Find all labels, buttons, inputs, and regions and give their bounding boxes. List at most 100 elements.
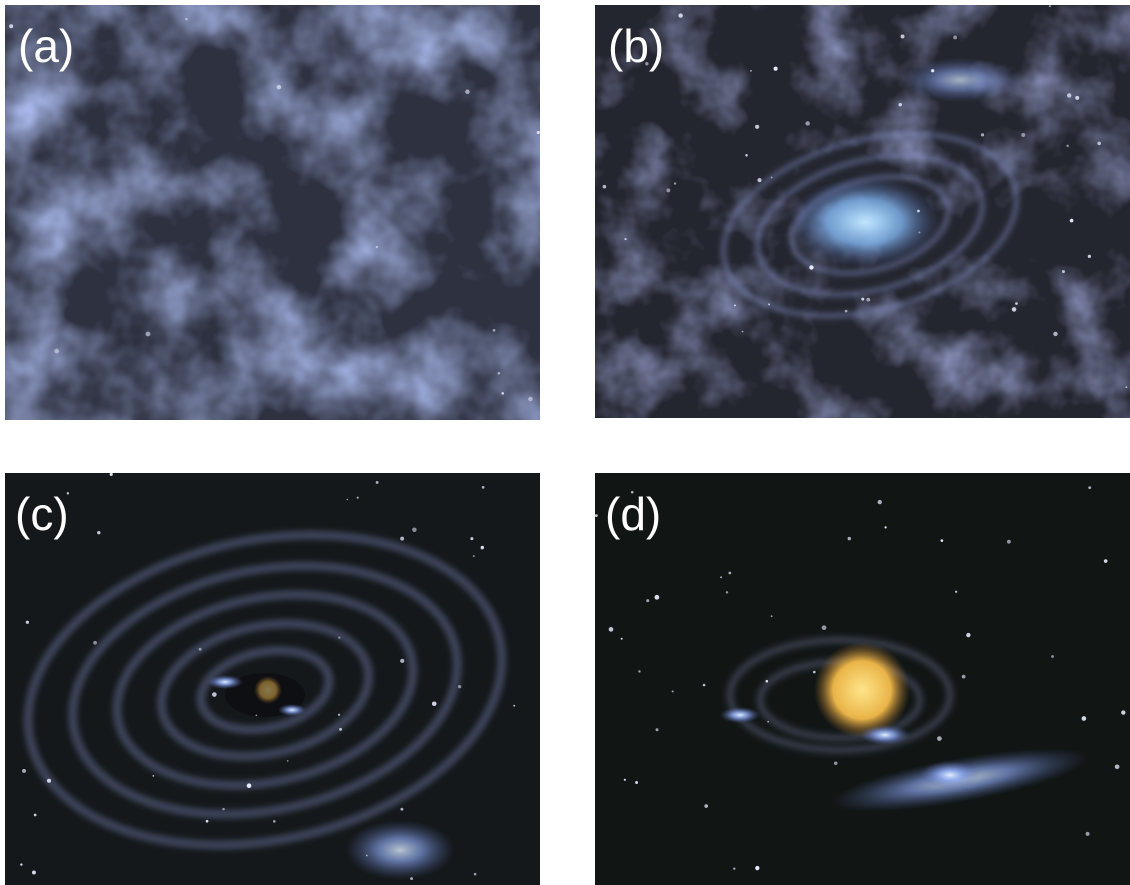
star (704, 804, 709, 808)
star (877, 499, 882, 505)
panel-label: (b) (608, 20, 664, 72)
star (666, 188, 671, 193)
star (654, 594, 660, 600)
star (9, 24, 14, 29)
star (465, 89, 470, 95)
star (457, 685, 462, 689)
star (980, 133, 985, 137)
star (66, 492, 70, 495)
star (109, 472, 113, 476)
star (1114, 764, 1120, 770)
star (1075, 95, 1080, 100)
star (805, 121, 810, 126)
star (1097, 141, 1101, 146)
star (400, 658, 405, 663)
star (725, 591, 729, 594)
star (884, 526, 887, 529)
star (655, 728, 659, 732)
star (966, 632, 971, 638)
star (671, 690, 674, 693)
star (770, 615, 773, 618)
star (645, 62, 649, 66)
star (356, 496, 359, 499)
star (673, 182, 677, 185)
star (638, 670, 641, 673)
panel-c (5, 473, 540, 885)
star (624, 238, 627, 241)
star (473, 872, 477, 876)
star (1066, 144, 1069, 148)
star (205, 819, 209, 823)
star (400, 807, 404, 811)
star (809, 265, 814, 270)
star (46, 778, 52, 783)
star (1061, 270, 1065, 274)
star (608, 627, 614, 632)
star (1048, 5, 1051, 8)
star (1051, 655, 1054, 658)
star (501, 392, 504, 395)
star (1011, 307, 1017, 312)
star (1015, 302, 1018, 305)
star (898, 102, 902, 107)
star (750, 69, 752, 72)
star (412, 527, 417, 533)
star (623, 778, 626, 781)
star (767, 720, 769, 723)
star (953, 35, 958, 40)
star (918, 231, 921, 234)
star (1053, 331, 1058, 337)
star (480, 545, 485, 549)
star (821, 625, 827, 631)
star (431, 701, 437, 707)
star (1006, 539, 1011, 544)
star (1069, 218, 1074, 223)
star (1066, 93, 1072, 98)
star (32, 870, 36, 875)
star (1081, 716, 1087, 721)
star (481, 485, 485, 489)
star (255, 714, 258, 717)
star (1125, 386, 1128, 388)
star (678, 13, 683, 18)
panel-d (595, 473, 1130, 885)
star (635, 781, 639, 784)
star (757, 178, 762, 183)
star (375, 480, 379, 484)
star (22, 768, 26, 773)
star (286, 760, 289, 762)
star (917, 209, 920, 213)
star (375, 245, 379, 249)
star (728, 571, 732, 575)
panel-label: (a) (18, 20, 74, 72)
star (1087, 254, 1092, 258)
star (185, 17, 188, 21)
star (222, 807, 225, 811)
star (646, 599, 650, 603)
star (961, 674, 966, 679)
star (755, 124, 760, 129)
star (497, 371, 501, 375)
star (365, 854, 368, 857)
star (97, 530, 101, 535)
star (720, 576, 722, 579)
star (536, 130, 540, 135)
star (755, 865, 760, 871)
star (152, 774, 155, 777)
star (847, 536, 851, 541)
star (54, 348, 60, 354)
star (410, 877, 414, 881)
star (246, 783, 252, 788)
star (339, 727, 342, 731)
star (866, 297, 871, 302)
star (212, 692, 217, 697)
star (931, 69, 935, 73)
star (734, 304, 736, 307)
star (765, 679, 769, 683)
star (900, 34, 905, 39)
panel-a (5, 5, 540, 420)
star (937, 736, 942, 741)
star (768, 303, 771, 306)
